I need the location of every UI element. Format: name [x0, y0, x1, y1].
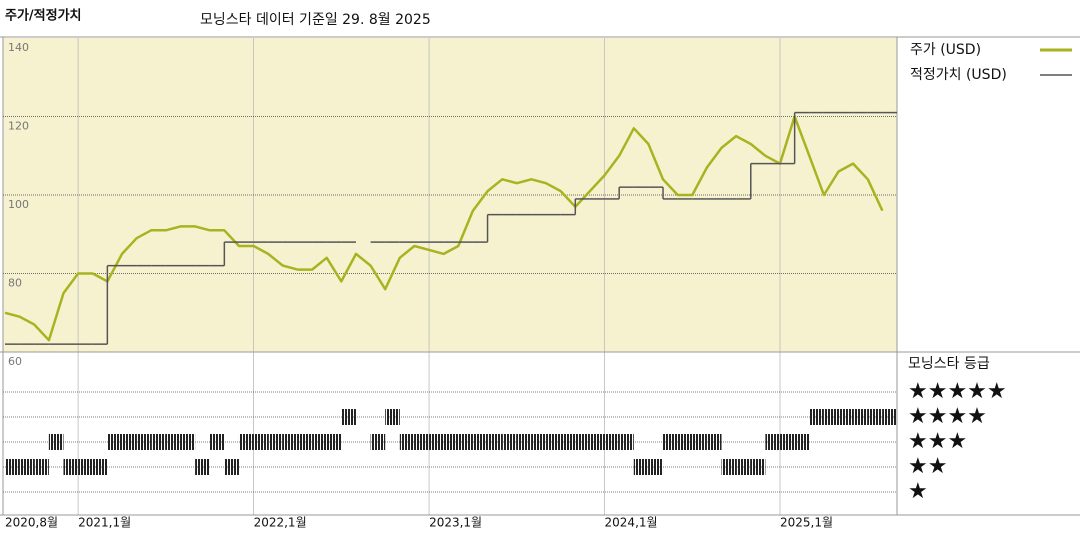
rating-bar	[195, 459, 210, 475]
rating-bar	[5, 459, 20, 475]
rating-bar	[721, 459, 737, 475]
rating-level-label: ★★★	[908, 429, 967, 454]
rating-bar	[516, 434, 532, 450]
rating-bar	[326, 434, 342, 450]
rating-bar	[165, 434, 181, 450]
rating-bar	[706, 434, 722, 450]
rating-bar	[92, 459, 108, 475]
rating-bar	[575, 434, 590, 450]
rating-bar	[589, 434, 605, 450]
x-tick-label: 2020,8월	[5, 516, 58, 530]
rating-bar	[648, 459, 664, 475]
rating-bar	[63, 459, 79, 475]
rating-bar	[560, 434, 576, 450]
rating-bar	[385, 409, 400, 425]
rating-bar	[19, 459, 35, 475]
y-tick-label: 80	[8, 277, 22, 290]
rating-bar	[502, 434, 517, 450]
y-tick-label: 100	[8, 198, 29, 211]
rating-level-label: ★	[908, 479, 928, 504]
y-tick-label: 140	[8, 41, 29, 54]
rating-bar	[677, 434, 693, 450]
x-tick-label: 2021,1월	[78, 516, 131, 530]
rating-bar	[663, 434, 678, 450]
rating-bar	[224, 459, 239, 475]
rating-bar	[341, 409, 356, 425]
rating-bar	[838, 409, 854, 425]
rating-bar	[867, 409, 883, 425]
chart-title: 주가/적정가치	[5, 8, 82, 24]
rating-level-label: ★★★★★	[908, 379, 1007, 404]
rating-bar	[531, 434, 547, 450]
rating-bar	[692, 434, 707, 450]
rating-bar	[458, 434, 473, 450]
rating-bar	[794, 434, 810, 450]
rating-bar	[823, 409, 839, 425]
rating-bar	[268, 434, 283, 450]
rating-bar	[78, 459, 93, 475]
x-tick-label: 2024,1월	[605, 516, 658, 530]
rating-bar	[765, 434, 781, 450]
rating-bar	[238, 434, 254, 450]
price-line	[4, 115, 884, 342]
rating-bar	[34, 459, 49, 475]
rating-level-label: ★★	[908, 454, 947, 479]
rating-bar	[282, 434, 298, 450]
legend-label: 주가 (USD)	[910, 42, 981, 58]
rating-bar	[312, 434, 327, 450]
rating-bar	[107, 434, 122, 450]
rating-bar	[136, 434, 152, 450]
y-tick-label: 120	[8, 120, 29, 133]
x-tick-label: 2022,1월	[254, 516, 307, 530]
rating-bar	[180, 434, 196, 450]
rating-bar	[882, 409, 897, 425]
rating-bar	[736, 459, 751, 475]
rating-bar	[414, 434, 430, 450]
rating-bar	[809, 409, 824, 425]
rating-bar	[399, 434, 415, 450]
rating-title: 모닝스타 등급	[908, 356, 990, 372]
rating-bar	[633, 459, 649, 475]
rating-bar	[546, 434, 561, 450]
rating-bar	[619, 434, 634, 450]
rating-bar	[297, 434, 313, 450]
rating-bar	[121, 434, 137, 450]
rating-bar	[472, 434, 488, 450]
rating-bar	[443, 434, 459, 450]
rating-bar	[253, 434, 269, 450]
chart-subtitle: 모닝스타 데이터 기준일 29. 8월 2025	[200, 12, 431, 28]
rating-bar	[209, 434, 225, 450]
rating-bar	[750, 459, 766, 475]
rating-bar	[429, 434, 444, 450]
rating-level-label: ★★★★	[908, 404, 987, 429]
rating-bar	[604, 434, 620, 450]
rating-bar	[48, 434, 64, 450]
rating-bar	[370, 434, 386, 450]
rating-bar	[151, 434, 166, 450]
x-tick-label: 2023,1월	[429, 516, 482, 530]
rating-bar	[487, 434, 503, 450]
legend-label: 적정가치 (USD)	[910, 67, 1007, 83]
x-tick-label: 2025,1월	[780, 516, 833, 530]
rating-bar	[853, 409, 868, 425]
y-tick-label: 60	[8, 355, 22, 368]
rating-bar	[780, 434, 795, 450]
